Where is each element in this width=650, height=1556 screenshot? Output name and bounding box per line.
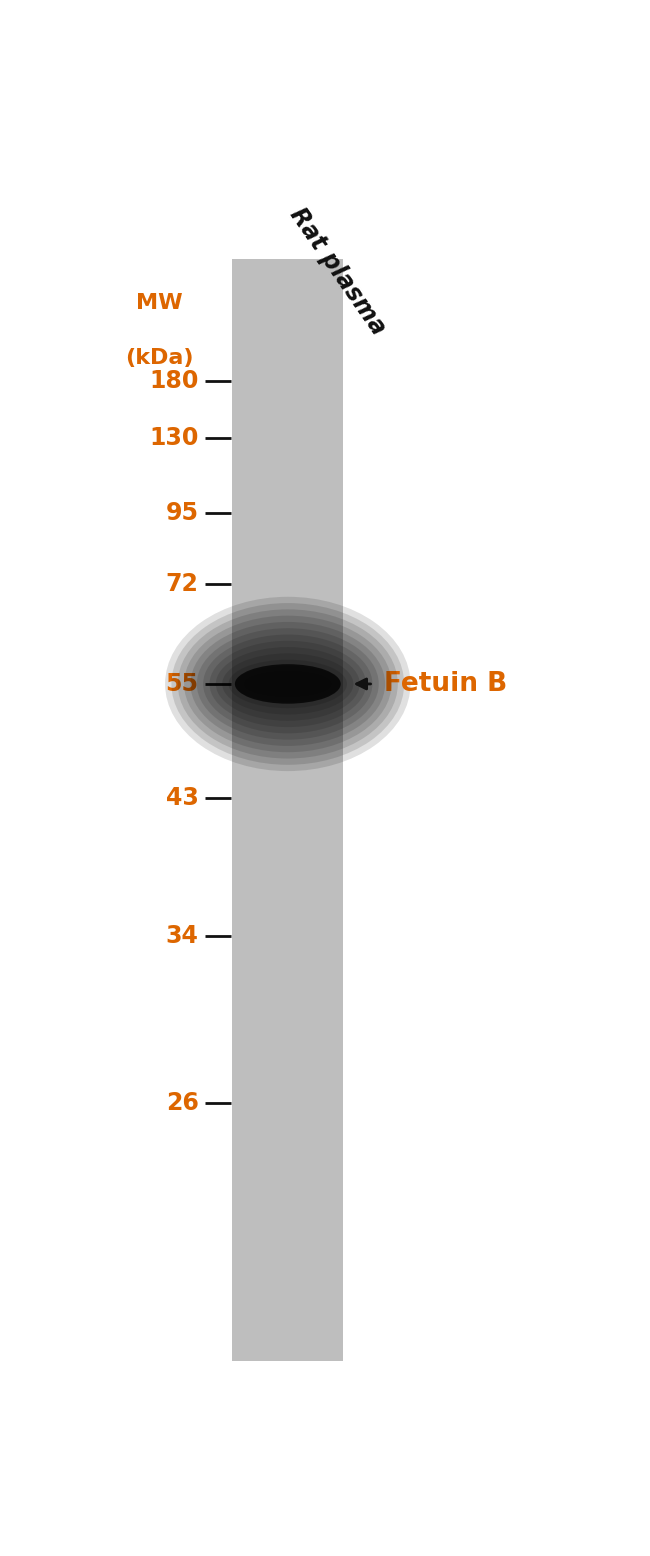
Ellipse shape [184, 616, 391, 752]
Ellipse shape [209, 641, 366, 727]
Text: 43: 43 [166, 786, 199, 809]
Text: 26: 26 [166, 1091, 199, 1116]
Text: (kDa): (kDa) [125, 349, 194, 369]
Ellipse shape [235, 664, 341, 703]
Text: 95: 95 [166, 501, 199, 524]
Text: 72: 72 [166, 573, 199, 596]
Ellipse shape [244, 671, 331, 697]
Text: Fetuin B: Fetuin B [384, 671, 507, 697]
Text: Rat plasma: Rat plasma [285, 202, 391, 339]
Ellipse shape [203, 635, 372, 733]
Ellipse shape [197, 629, 379, 739]
Text: MW: MW [136, 293, 183, 313]
Text: 34: 34 [166, 924, 199, 948]
Ellipse shape [222, 654, 354, 714]
Ellipse shape [216, 647, 359, 720]
Text: 130: 130 [150, 426, 199, 450]
Ellipse shape [165, 598, 411, 772]
Ellipse shape [229, 660, 347, 708]
Ellipse shape [172, 604, 404, 766]
Ellipse shape [190, 622, 385, 745]
Ellipse shape [235, 666, 341, 702]
Text: 180: 180 [150, 369, 199, 392]
Ellipse shape [177, 610, 398, 758]
Bar [233, 258, 343, 1362]
Text: 55: 55 [166, 672, 199, 696]
